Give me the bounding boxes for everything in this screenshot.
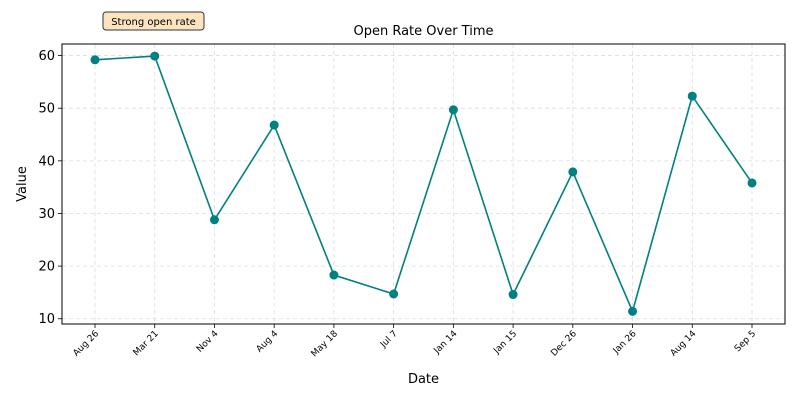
x-tick-label: Jan 14 bbox=[432, 329, 460, 357]
x-tick-label: Dec 26 bbox=[549, 329, 579, 359]
y-tick-label: 60 bbox=[38, 49, 55, 64]
x-tick-label: Aug 26 bbox=[72, 329, 102, 359]
x-tick-labels: Aug 26 Mar 21 Nov 4 Aug 4 May 18 Jul 7 Jan 14 J… bbox=[72, 329, 759, 360]
x-axis-label: Date bbox=[408, 372, 439, 387]
x-tick-label: Nov 4 bbox=[195, 329, 221, 355]
y-tick-label: 30 bbox=[38, 207, 55, 222]
series-layer bbox=[90, 51, 757, 316]
series-line bbox=[94, 55, 753, 314]
plot-frame bbox=[61, 43, 786, 325]
axes bbox=[58, 43, 786, 328]
grid bbox=[62, 44, 785, 324]
data-point bbox=[269, 120, 279, 130]
y-axis-label: Value bbox=[15, 166, 30, 202]
x-tick-label: May 18 bbox=[310, 329, 341, 360]
annotation-background bbox=[102, 11, 205, 31]
data-point bbox=[209, 215, 219, 225]
x-tick-label: Aug 4 bbox=[255, 329, 281, 355]
data-point bbox=[687, 91, 697, 101]
data-point bbox=[389, 289, 399, 299]
y-tick-label: 20 bbox=[38, 260, 55, 275]
data-point bbox=[568, 167, 578, 177]
x-tick-label: Jan 26 bbox=[611, 329, 639, 357]
data-point bbox=[508, 290, 518, 300]
y-tick-label: 10 bbox=[38, 312, 55, 327]
data-point bbox=[448, 105, 458, 115]
x-tick-label: Aug 14 bbox=[669, 329, 699, 359]
data-point bbox=[628, 306, 638, 316]
chart-title: Open Rate Over Time bbox=[353, 24, 493, 39]
y-tick-labels: 10 20 30 40 50 60 bbox=[38, 49, 55, 327]
x-tick-label: Jul 7 bbox=[378, 329, 400, 351]
x-tick-label: Jan 15 bbox=[492, 329, 520, 357]
y-tick-label: 50 bbox=[38, 102, 55, 117]
data-point bbox=[150, 51, 160, 61]
annotation-box: Strong open rate bbox=[102, 11, 205, 31]
data-point bbox=[747, 178, 757, 188]
y-tick-label: 40 bbox=[38, 154, 55, 169]
data-point bbox=[329, 270, 339, 280]
x-tick-label: Mar 21 bbox=[132, 329, 161, 358]
data-point bbox=[90, 55, 100, 65]
x-tick-label: Sep 5 bbox=[733, 329, 758, 354]
annotation-text: Strong open rate bbox=[111, 17, 196, 28]
